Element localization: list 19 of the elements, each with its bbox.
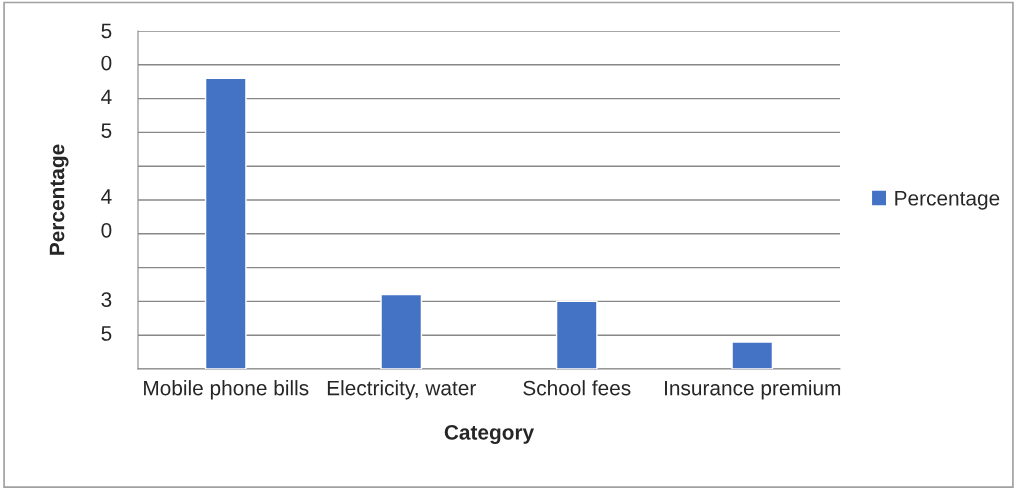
bar: [555, 300, 598, 369]
text: 0: [101, 55, 112, 71]
text: 5: [101, 123, 112, 138]
text: 3: [101, 292, 112, 307]
bar: [380, 293, 423, 369]
bar: [731, 341, 774, 369]
x-tick-label: School fees: [523, 380, 631, 396]
y-axis-title: Percentage: [49, 144, 69, 255]
text: 4: [101, 89, 112, 104]
text: 5: [101, 23, 112, 39]
text: 5: [101, 326, 112, 341]
legend-label: Percentage: [895, 191, 1000, 210]
x-tick-label: Electricity, water: [327, 380, 476, 400]
bar: [204, 77, 247, 369]
x-axis-title: Category: [444, 424, 535, 444]
x-tick-label: Mobile phone bills: [144, 380, 309, 400]
x-tick-label: Insurance premium: [665, 380, 841, 400]
text: 0: [101, 222, 112, 238]
text: 4: [101, 189, 112, 204]
